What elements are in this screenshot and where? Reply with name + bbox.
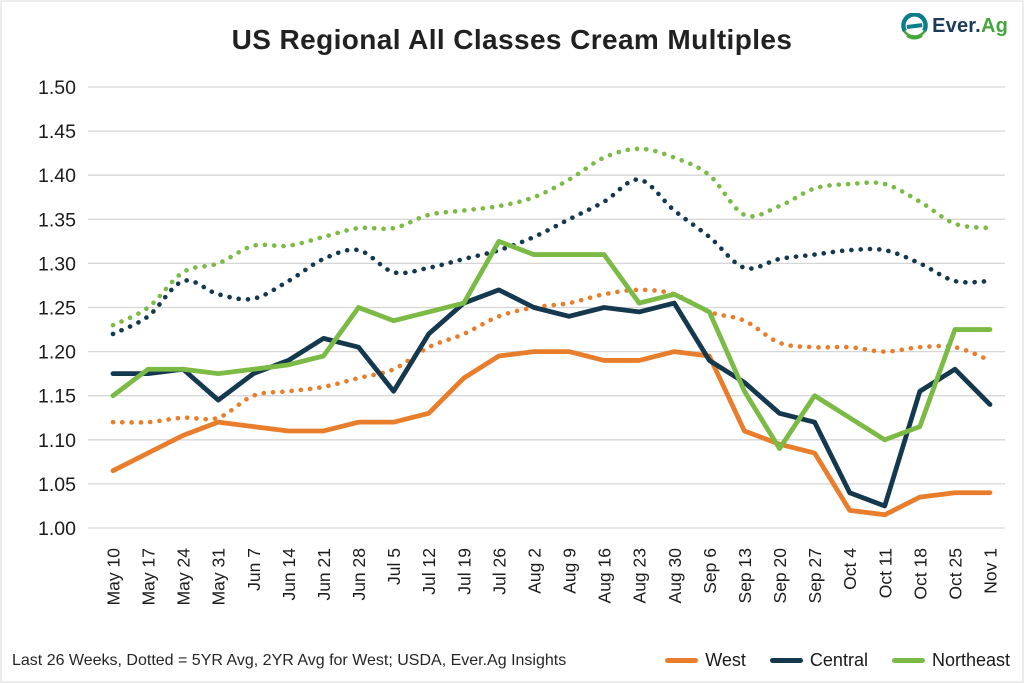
y-tick-label: 1.45	[38, 121, 76, 143]
x-tick-label: Nov 1	[981, 548, 1001, 594]
x-tick-label: Sep 13	[735, 548, 755, 603]
series-west-2yr-avg	[110, 287, 993, 425]
series-northeast	[110, 238, 993, 452]
x-tick-label: May 24	[174, 548, 194, 606]
y-tick-label: 1.25	[38, 298, 76, 320]
x-axis-tick-labels: May 10 May 17 May 24 May 31 Jun 7 Jun 14 Jun 2…	[104, 548, 1001, 606]
x-tick-label: Oct 4	[840, 548, 860, 590]
x-tick-label: Aug 16	[595, 548, 615, 603]
x-tick-label: Sep 6	[700, 548, 720, 594]
x-tick-label: Sep 27	[805, 548, 825, 603]
x-tick-label: May 31	[209, 548, 229, 605]
logo-text-accent: Ag	[980, 15, 1008, 37]
x-tick-label: Sep 20	[770, 548, 790, 604]
y-tick-label: 1.20	[38, 342, 76, 364]
legend-swatch-central	[769, 658, 803, 663]
y-tick-label: 1.40	[38, 165, 76, 187]
y-tick-label: 1.50	[38, 77, 76, 99]
y-tick-label: 1.10	[38, 430, 76, 452]
y-tick-label: 1.00	[38, 518, 76, 540]
logo-text-primary: Ever.	[932, 15, 981, 37]
gridlines	[88, 86, 1005, 529]
x-tick-label: Jun 7	[244, 548, 264, 591]
series-northeast-5yr-avg	[110, 146, 993, 328]
y-axis-tick-labels: 1.50 1.45 1.40 1.35 1.30 1.25 1.20 1.15 1.10 1.05…	[38, 77, 76, 540]
x-tick-label: May 10	[104, 548, 124, 606]
y-tick-label: 1.35	[38, 209, 76, 231]
legend-item-west: West	[665, 650, 746, 671]
legend-label-west: West	[705, 650, 746, 670]
everag-logo-text: Ever.Ag	[932, 15, 1008, 38]
y-tick-label: 1.05	[38, 474, 76, 496]
legend-swatch-west	[665, 658, 699, 663]
chart-footer: Last 26 Weeks, Dotted = 5YR Avg, 2YR Avg…	[0, 650, 1024, 671]
series-west	[110, 349, 993, 518]
x-tick-label: Oct 18	[910, 548, 930, 600]
x-tick-label: Jun 21	[314, 548, 334, 601]
everag-logo: Ever.Ag	[901, 13, 1008, 40]
x-tick-label: Aug 2	[524, 548, 544, 594]
legend: West Central Northeast	[665, 650, 1010, 671]
y-tick-label: 1.15	[38, 386, 76, 408]
x-tick-label: May 17	[139, 548, 159, 605]
x-tick-label: Jun 14	[279, 548, 299, 601]
x-tick-label: Jul 5	[384, 548, 404, 585]
everag-logo-icon	[901, 13, 928, 40]
series-central	[110, 287, 993, 509]
x-tick-label: Jun 28	[349, 548, 369, 601]
series-central-5yr-avg	[110, 177, 993, 337]
legend-item-northeast: Northeast	[891, 650, 1010, 671]
x-tick-label: Aug 23	[630, 548, 650, 603]
page-title: US Regional All Classes Cream Multiples	[231, 24, 793, 55]
legend-label-northeast: Northeast	[931, 650, 1010, 670]
legend-label-central: Central	[809, 650, 868, 670]
x-tick-label: Oct 11	[875, 548, 895, 598]
x-tick-label: Jul 19	[454, 548, 474, 595]
x-tick-label: Aug 30	[665, 548, 685, 604]
x-tick-label: Oct 25	[945, 548, 965, 600]
legend-swatch-northeast	[891, 658, 925, 663]
x-tick-label: Aug 9	[560, 548, 580, 594]
legend-item-central: Central	[769, 650, 868, 671]
y-tick-label: 1.30	[38, 253, 76, 275]
x-tick-label: Jul 26	[489, 548, 509, 595]
footnote: Last 26 Weeks, Dotted = 5YR Avg, 2YR Avg…	[12, 651, 567, 669]
x-tick-label: Jul 12	[419, 548, 439, 595]
